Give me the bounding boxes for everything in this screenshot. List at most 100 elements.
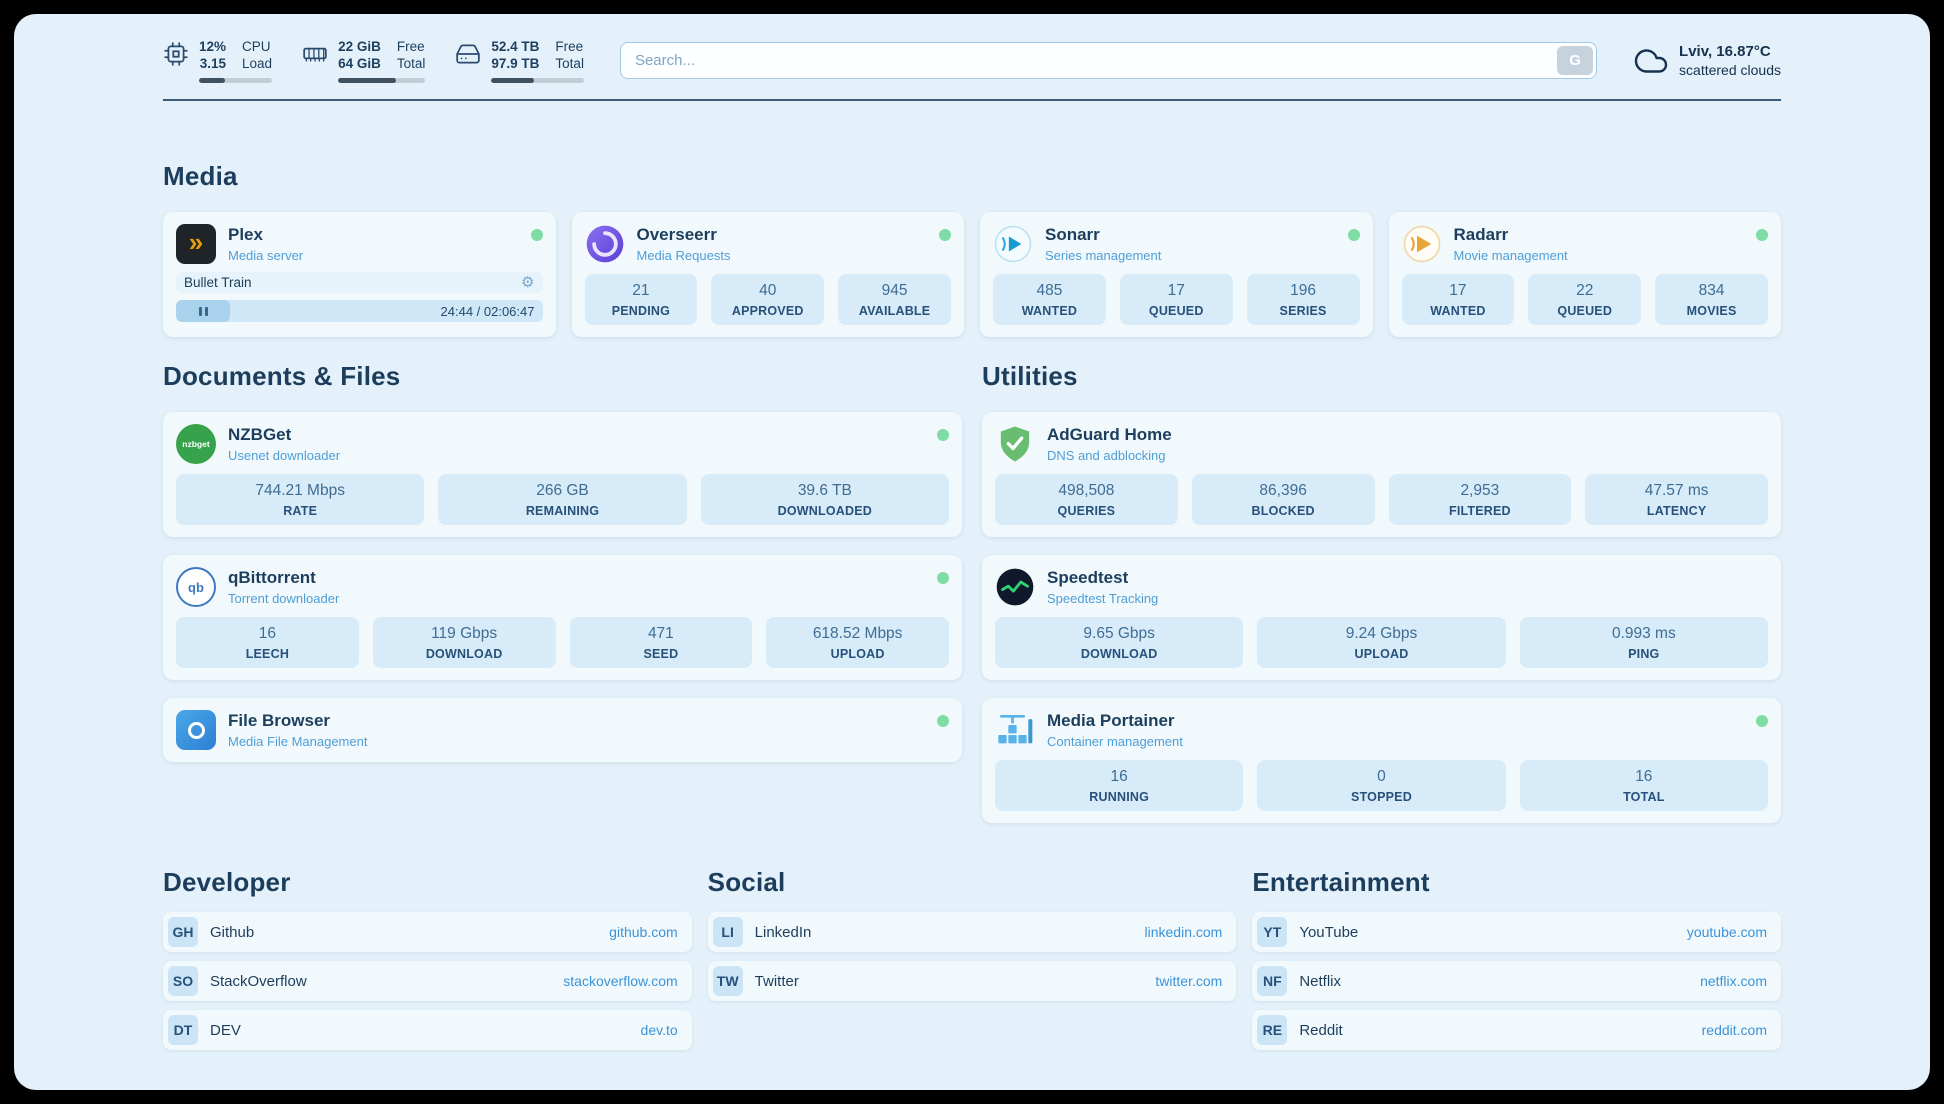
bookmark-url[interactable]: reddit.com: [1701, 1022, 1767, 1038]
app-name: Sonarr: [1045, 225, 1100, 244]
stat-box: 16 LEECH: [176, 617, 359, 668]
stat-value: 86,396: [1259, 482, 1307, 499]
bookmark-url[interactable]: stackoverflow.com: [563, 973, 678, 989]
ram-value: 22 GiB: [338, 39, 381, 54]
stat-box: 744.21 Mbps RATE: [176, 474, 425, 525]
stat-value: 266 GB: [536, 482, 589, 499]
disk-usage-bar: [491, 78, 584, 83]
stat-value: 17: [1167, 282, 1185, 299]
bookmark-badge: LI: [712, 917, 743, 947]
app-name: File Browser: [228, 711, 331, 730]
stat-value: 16: [258, 625, 276, 642]
app-subtitle: Torrent downloader: [228, 591, 340, 606]
bookmark-url[interactable]: linkedin.com: [1144, 924, 1223, 940]
app-name: NZBGet: [228, 425, 292, 444]
ram-label-top: Free: [396, 39, 425, 54]
cpu-usage-bar: [199, 78, 273, 83]
stat-value: 119 Gbps: [431, 625, 498, 642]
app-subtitle: Media File Management: [228, 734, 368, 749]
stat-value: 40: [759, 282, 777, 299]
app-card-sonarr[interactable]: Sonarr Series management 485 WANTED 17 Q…: [980, 212, 1373, 337]
app-card-nzbget[interactable]: nzbget NZBGet Usenet downloader 744.21 M…: [163, 412, 962, 537]
stat-value: 0: [1377, 768, 1386, 785]
app-subtitle: Movie management: [1453, 248, 1568, 263]
cloud-icon: [1634, 48, 1668, 73]
search-input[interactable]: [619, 42, 1598, 79]
stat-box: 21 PENDING: [584, 274, 698, 325]
app-card-plex[interactable]: » Plex Media server Bullet Train ⚙ 24:44…: [163, 212, 556, 337]
seek-bar[interactable]: 24:44 / 02:06:47: [176, 300, 543, 322]
bookmark-twitter[interactable]: TW Twitter twitter.com: [707, 961, 1237, 1001]
speedtest-icon: [995, 567, 1035, 607]
bookmark-badge: RE: [1257, 1015, 1288, 1045]
stat-box: 17 QUEUED: [1119, 274, 1233, 325]
stat-label: PING: [1628, 647, 1660, 661]
ram-label-bottom: Total: [396, 56, 426, 71]
bookmark-url[interactable]: netflix.com: [1700, 973, 1767, 989]
stat-box: 0 STOPPED: [1257, 760, 1506, 811]
bookmark-url[interactable]: twitter.com: [1155, 973, 1223, 989]
section-title-media: Media: [163, 161, 238, 191]
bookmark-url[interactable]: github.com: [609, 924, 678, 940]
app-name: Radarr: [1453, 225, 1509, 244]
bookmark-netflix[interactable]: NF Netflix netflix.com: [1252, 961, 1781, 1001]
media-grid: » Plex Media server Bullet Train ⚙ 24:44…: [163, 212, 1781, 337]
pause-button[interactable]: [176, 300, 230, 322]
stat-box: 945 AVAILABLE: [838, 274, 951, 325]
app-card-overseerr[interactable]: Overseerr Media Requests 21 PENDING 40 A…: [571, 212, 964, 337]
search-engine-button[interactable]: G: [1557, 46, 1594, 75]
app-name: Plex: [228, 225, 263, 244]
status-dot: [937, 429, 949, 441]
stat-box: 196 SERIES: [1246, 274, 1360, 325]
app-card-radarr[interactable]: Radarr Movie management 17 WANTED 22 QUE…: [1388, 212, 1781, 337]
stat-value: 471: [647, 625, 674, 642]
stat-label: SERIES: [1279, 304, 1327, 318]
stat-box: 485 WANTED: [993, 274, 1106, 325]
stat-box: 2,953 FILTERED: [1388, 474, 1572, 525]
bookmark-stackoverflow[interactable]: SO StackOverflow stackoverflow.com: [163, 961, 692, 1001]
stat-label: STOPPED: [1351, 790, 1412, 804]
ram-usage-bar: [338, 78, 426, 83]
app-card-portainer[interactable]: Media Portainer Container management 16 …: [982, 698, 1781, 823]
system-stats: 12% 3.15 CPU Load: [163, 38, 584, 83]
now-playing-title: Bullet Train: [184, 275, 252, 290]
topbar-divider: [163, 99, 1781, 101]
ram-widget: 22 GiB 64 GiB Free Total: [302, 38, 426, 83]
bookmark-url[interactable]: youtube.com: [1686, 924, 1767, 940]
dashboard-screen: 12% 3.15 CPU Load: [14, 14, 1930, 1090]
stat-label: PENDING: [611, 304, 671, 318]
settings-gear-icon[interactable]: ⚙: [521, 274, 535, 291]
app-card-speedtest[interactable]: Speedtest Speedtest Tracking 9.65 Gbps D…: [982, 555, 1781, 680]
disk-secondary: 97.9 TB: [491, 56, 540, 71]
bookmark-badge: DT: [168, 1015, 198, 1045]
stat-label: MOVIES: [1686, 304, 1737, 318]
stat-label: QUERIES: [1057, 504, 1116, 518]
bookmark-github[interactable]: GH Github github.com: [163, 912, 692, 952]
app-card-filebrowser[interactable]: File Browser Media File Management: [163, 698, 962, 762]
cpu-icon: [164, 42, 188, 66]
plex-now-playing: Bullet Train ⚙ 24:44 / 02:06:47: [176, 272, 543, 322]
bookmark-url[interactable]: dev.to: [640, 1022, 678, 1038]
stat-value: 945: [881, 282, 908, 299]
app-subtitle: Media server: [228, 248, 304, 263]
bookmark-youtube[interactable]: YT YouTube youtube.com: [1252, 912, 1781, 952]
app-card-adguard[interactable]: AdGuard Home DNS and adblocking 498,508 …: [982, 412, 1781, 537]
stat-value: 9.24 Gbps: [1345, 625, 1418, 642]
disk-value: 52.4 TB: [491, 39, 540, 54]
app-name: qBittorrent: [228, 568, 316, 587]
disk-usage-bar-fill: [491, 78, 534, 83]
section-title-utilities: Utilities: [982, 361, 1078, 391]
disk-widget: 52.4 TB 97.9 TB Free Total: [455, 38, 584, 83]
stat-label: RATE: [283, 504, 318, 518]
app-subtitle: Media Requests: [636, 248, 731, 263]
stat-box: 266 GB REMAINING: [438, 474, 687, 525]
bookmark-linkedin[interactable]: LI LinkedIn linkedin.com: [707, 912, 1237, 952]
disk-label-bottom: Total: [555, 56, 584, 71]
plex-icon: »: [176, 224, 216, 264]
bookmark-reddit[interactable]: RE Reddit reddit.com: [1252, 1010, 1781, 1050]
cpu-usage-bar-fill: [199, 78, 226, 83]
bookmark-dev[interactable]: DT DEV dev.to: [163, 1010, 692, 1050]
entertainment-links: Entertainment YT YouTube youtube.com NF …: [1252, 867, 1781, 1059]
app-card-qbittorrent[interactable]: qb qBittorrent Torrent downloader 16 LEE…: [163, 555, 962, 680]
section-title-developer: Developer: [163, 867, 291, 897]
